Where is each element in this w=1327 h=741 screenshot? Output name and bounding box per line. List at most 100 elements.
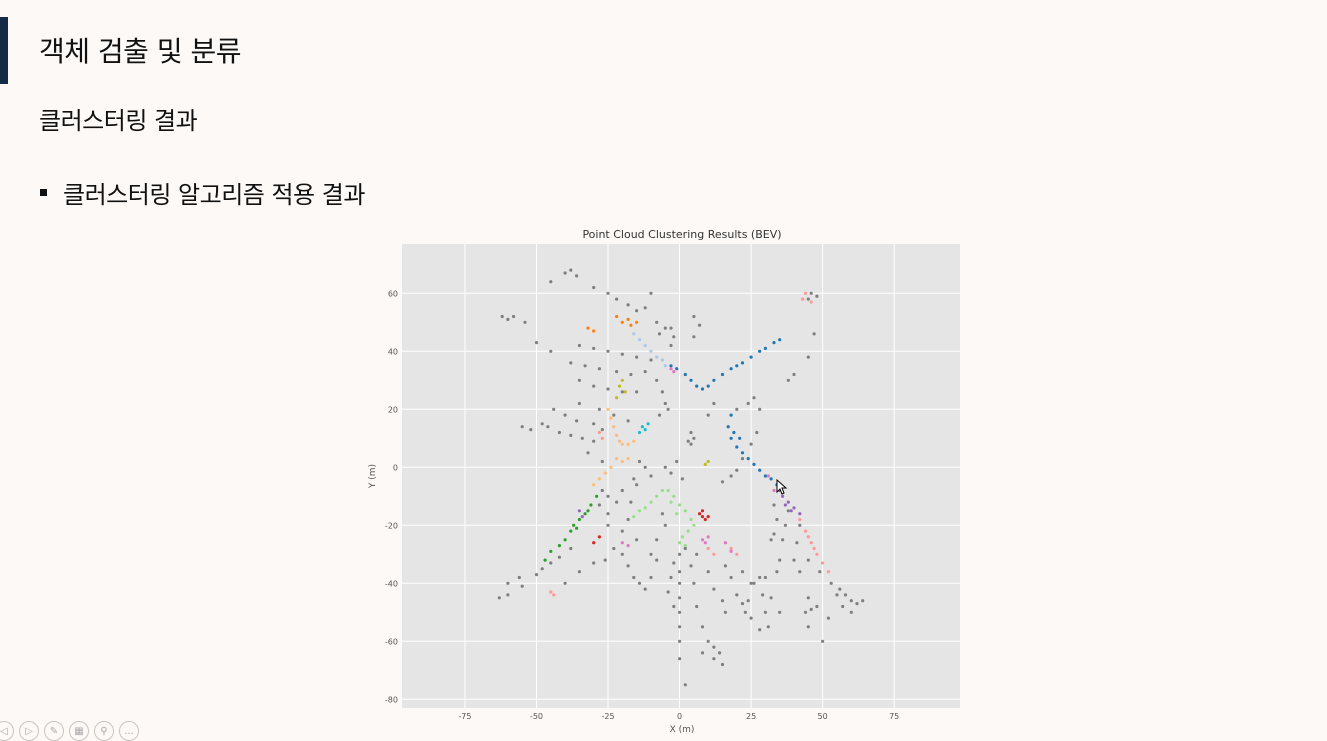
next-icon[interactable]: ▷ <box>19 721 39 741</box>
point <box>729 413 733 417</box>
point <box>577 401 581 406</box>
point <box>660 358 664 362</box>
point <box>615 314 619 319</box>
point <box>615 297 619 301</box>
point <box>669 343 673 348</box>
point <box>746 599 750 603</box>
point <box>706 515 710 519</box>
point <box>700 509 705 513</box>
point <box>592 346 596 350</box>
point <box>749 442 753 446</box>
point <box>660 390 664 394</box>
point <box>649 552 653 556</box>
point <box>552 407 556 411</box>
point <box>712 378 716 382</box>
point <box>577 570 581 574</box>
point <box>632 477 636 481</box>
point <box>700 515 705 519</box>
point <box>575 526 579 530</box>
zoom-icon[interactable]: ⚲ <box>94 721 114 741</box>
point <box>600 436 604 440</box>
point <box>632 515 636 519</box>
point <box>592 285 596 290</box>
point <box>663 465 667 469</box>
point <box>723 541 727 545</box>
point <box>643 506 647 510</box>
point <box>706 639 710 643</box>
point <box>549 590 553 594</box>
point <box>657 413 662 417</box>
y-tick-label: 0 <box>393 463 398 472</box>
slides-icon[interactable]: ▦ <box>69 721 89 741</box>
point <box>649 474 653 478</box>
point <box>557 430 561 435</box>
point <box>749 581 753 585</box>
point <box>735 552 739 556</box>
point <box>549 349 553 353</box>
point <box>620 488 624 493</box>
point <box>620 541 624 545</box>
point <box>678 552 682 556</box>
point <box>506 593 510 597</box>
point <box>675 512 679 516</box>
point <box>809 300 813 304</box>
point <box>686 439 690 443</box>
point <box>534 341 539 345</box>
y-tick-label: 20 <box>388 405 398 414</box>
point <box>626 457 630 461</box>
point <box>678 639 682 643</box>
x-tick-label: -50 <box>530 712 543 721</box>
point <box>563 413 567 417</box>
point <box>706 570 710 574</box>
point <box>806 355 810 359</box>
point <box>649 358 653 362</box>
point <box>575 419 579 423</box>
point <box>583 512 587 516</box>
point <box>720 372 725 377</box>
point <box>606 349 610 353</box>
point <box>563 581 567 585</box>
point <box>746 401 750 406</box>
point <box>683 372 687 377</box>
point <box>749 616 753 620</box>
point <box>758 575 762 580</box>
point <box>789 509 793 513</box>
point <box>738 436 742 440</box>
point <box>798 517 802 522</box>
point <box>806 596 810 600</box>
point <box>778 610 782 614</box>
point <box>735 468 739 472</box>
point <box>615 500 619 504</box>
point <box>698 512 702 516</box>
point <box>792 372 796 377</box>
y-tick-label: -20 <box>385 521 398 530</box>
cluster <box>586 314 639 333</box>
point <box>758 349 762 353</box>
point <box>703 517 707 522</box>
point <box>597 535 601 539</box>
point <box>735 407 739 411</box>
point <box>678 596 682 600</box>
pen-icon[interactable]: ✎ <box>44 721 64 741</box>
point <box>552 593 556 597</box>
point <box>500 314 504 319</box>
point <box>729 549 733 553</box>
point <box>589 503 593 507</box>
point <box>720 480 725 484</box>
point <box>763 610 767 614</box>
point <box>700 651 705 655</box>
pointer-icon[interactable]: ◁ <box>0 721 14 741</box>
point <box>743 610 747 614</box>
point <box>841 604 845 609</box>
point <box>795 541 799 545</box>
point <box>606 407 610 411</box>
point <box>706 413 710 417</box>
point <box>635 483 639 487</box>
point <box>749 355 753 359</box>
point <box>855 602 859 606</box>
point <box>803 529 808 533</box>
point <box>843 593 848 597</box>
point <box>809 541 813 545</box>
cluster <box>543 494 599 562</box>
more-icon[interactable]: ... <box>119 721 139 741</box>
